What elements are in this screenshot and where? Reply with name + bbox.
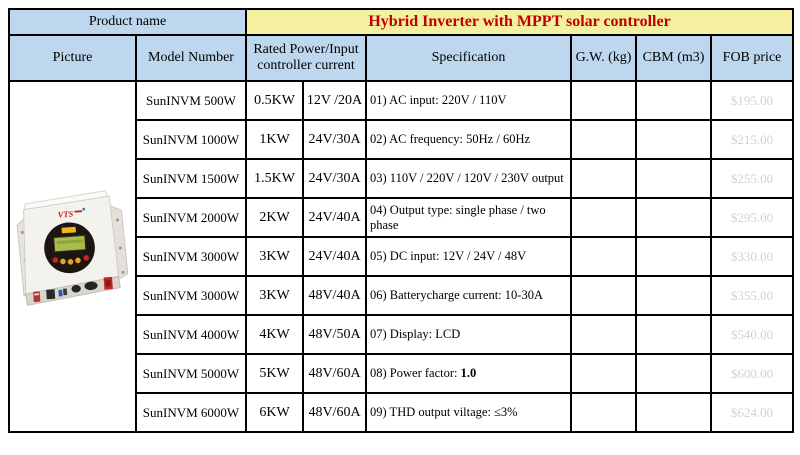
table-row: SunINVM 4000W 4KW 48V/50A 07) Display: L…	[9, 314, 795, 355]
gross-weight-cell	[570, 314, 637, 355]
input-current-cell: 12V /20A	[302, 80, 367, 121]
col-header-model-number: Model Number	[135, 34, 247, 82]
col-header-picture: Picture	[8, 34, 137, 82]
product-name-label: Product name	[8, 8, 247, 36]
table-row: SunINVM 1000W 1KW 24V/30A 02) AC frequen…	[9, 119, 795, 160]
model-number-cell: SunINVM 3000W	[135, 236, 247, 277]
rated-power-cell: 2KW	[245, 197, 304, 238]
table-row: SunINVM 3000W 3KW 24V/40A 05) DC input: …	[9, 236, 795, 277]
table-row: VTS	[8, 80, 795, 433]
svg-text:VTS: VTS	[57, 208, 73, 219]
input-current-cell: 48V/50A	[302, 314, 367, 355]
gross-weight-cell	[570, 119, 637, 160]
column-header-row: Picture Model Number Rated Power/Input c…	[8, 34, 795, 82]
gross-weight-cell	[570, 275, 637, 316]
gross-weight-cell	[570, 197, 637, 238]
cbm-cell	[635, 197, 712, 238]
table-row: SunINVM 2000W 2KW 24V/40A 04) Output typ…	[9, 197, 795, 238]
fob-price-cell: $540.00	[709, 314, 795, 355]
table-row: SunINVM 5000W 5KW 48V/60A 08) Power fact…	[9, 353, 795, 394]
cbm-cell	[635, 158, 712, 199]
model-number-cell: SunINVM 5000W	[135, 353, 247, 394]
model-number-cell: SunINVM 1500W	[135, 158, 247, 199]
fob-price-cell: $215.00	[709, 119, 795, 160]
inverter-product-image-icon: VTS	[16, 189, 128, 306]
col-header-rated-power: Rated Power/Input controller current	[245, 34, 367, 82]
specification-cell: 07) Display: LCD	[365, 314, 572, 355]
inverter-spec-table: Product name Hybrid Inverter with MPPT s…	[8, 8, 795, 433]
rated-power-cell: 1KW	[245, 119, 304, 160]
specification-cell: 04) Output type: single phase / two phas…	[365, 197, 572, 238]
input-current-cell: 24V/40A	[302, 197, 367, 238]
input-current-cell: 48V/40A	[302, 275, 367, 316]
gross-weight-cell	[570, 80, 637, 121]
col-header-gross-weight: G.W. (kg)	[570, 34, 637, 82]
rated-power-cell: 0.5KW	[245, 80, 304, 121]
gross-weight-cell	[570, 392, 637, 433]
rated-power-cell: 4KW	[245, 314, 304, 355]
banner-title: Hybrid Inverter with MPPT solar controll…	[244, 8, 795, 36]
specification-cell: 09) THD output viltage: ≤3%	[365, 392, 572, 433]
fob-price-cell: $255.00	[709, 158, 795, 199]
specification-cell: 06) Batterycharge current: 10-30A	[365, 275, 572, 316]
fob-price-cell: $600.00	[709, 353, 795, 394]
input-current-cell: 24V/30A	[302, 119, 367, 160]
hybrid-inverter-photo: VTS	[11, 172, 134, 342]
col-header-specification: Specification	[365, 34, 572, 82]
picture-cell: VTS	[8, 80, 137, 433]
input-current-cell: 48V/60A	[302, 392, 367, 433]
gross-weight-cell	[570, 236, 637, 277]
cbm-cell	[635, 353, 712, 394]
rated-power-cell: 3KW	[245, 236, 304, 277]
specification-cell: 03) 110V / 220V / 120V / 230V output	[365, 158, 572, 199]
gross-weight-cell	[570, 158, 637, 199]
rated-power-cell: 1.5KW	[245, 158, 304, 199]
fob-price-cell: $355.00	[709, 275, 795, 316]
specification-cell: 05) DC input: 12V / 24V / 48V	[365, 236, 572, 277]
price-spec-sheet: Product name Hybrid Inverter with MPPT s…	[8, 8, 795, 433]
rated-power-cell: 6KW	[245, 392, 304, 433]
spec-text: 08) Power factor:	[370, 366, 461, 380]
gross-weight-cell	[570, 353, 637, 394]
fob-price-cell: $330.00	[709, 236, 795, 277]
specification-cell: 08) Power factor: 1.0	[365, 353, 572, 394]
table-row: SunINVM 1500W 1.5KW 24V/30A 03) 110V / 2…	[9, 158, 795, 199]
banner-row: Product name Hybrid Inverter with MPPT s…	[8, 8, 795, 36]
model-number-cell: SunINVM 500W	[135, 80, 247, 121]
cbm-cell	[635, 392, 712, 433]
fob-price-cell: $624.00	[709, 392, 795, 433]
fob-price-cell: $295.00	[709, 197, 795, 238]
cbm-cell	[635, 275, 712, 316]
input-current-cell: 48V/60A	[302, 353, 367, 394]
model-number-cell: SunINVM 1000W	[135, 119, 247, 160]
spec-bold-value: 1.0	[460, 366, 477, 380]
specification-cell: 01) AC input: 220V / 110V	[365, 80, 572, 121]
rated-power-cell: 3KW	[245, 275, 304, 316]
col-header-fob-price: FOB price	[709, 34, 795, 82]
fob-price-cell: $195.00	[709, 80, 795, 121]
cbm-cell	[635, 314, 712, 355]
specification-cell: 02) AC frequency: 50Hz / 60Hz	[365, 119, 572, 160]
table-row: SunINVM 6000W 6KW 48V/60A 09) THD output…	[9, 392, 795, 433]
input-current-cell: 24V/30A	[302, 158, 367, 199]
model-number-cell: SunINVM 2000W	[135, 197, 247, 238]
rated-power-cell: 5KW	[245, 353, 304, 394]
table-row: SunINVM 3000W 3KW 48V/40A 06) Batterycha…	[9, 275, 795, 316]
model-number-cell: SunINVM 6000W	[135, 392, 247, 433]
col-header-cbm: CBM (m3)	[635, 34, 712, 82]
cbm-cell	[635, 119, 712, 160]
model-number-cell: SunINVM 4000W	[135, 314, 247, 355]
cbm-cell	[635, 80, 712, 121]
input-current-cell: 24V/40A	[302, 236, 367, 277]
model-number-cell: SunINVM 3000W	[135, 275, 247, 316]
cbm-cell	[635, 236, 712, 277]
